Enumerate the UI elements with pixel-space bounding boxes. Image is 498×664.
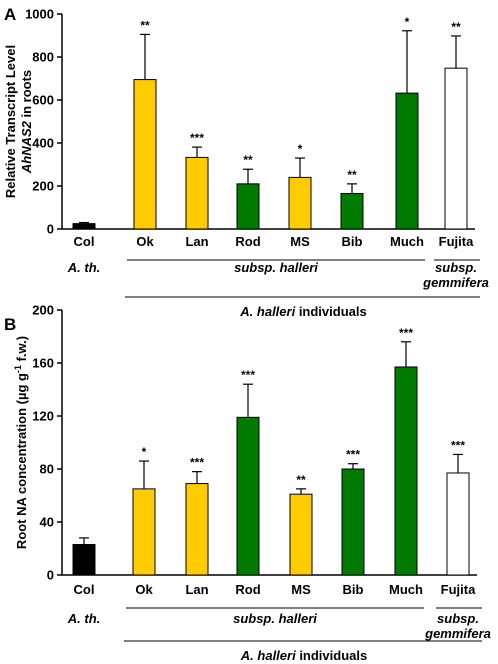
significance-mark: *** <box>190 131 204 145</box>
category-label: Fujita <box>439 234 474 249</box>
bar-bib <box>341 468 365 576</box>
category-label: Lan <box>185 234 208 249</box>
individuals-species: A. halleri <box>240 648 296 663</box>
significance-mark: *** <box>241 368 255 382</box>
bar-ms <box>289 493 313 576</box>
y-tick-label: 160 <box>32 356 54 371</box>
group-label-gemmifera-1: subsp. <box>435 260 477 275</box>
bar-ms <box>288 176 312 230</box>
category-label: Ok <box>135 582 153 597</box>
significance-mark: * <box>405 15 410 29</box>
bar-fujita <box>444 67 468 230</box>
bar-lan <box>185 483 209 576</box>
y-tick-label: 120 <box>32 409 54 424</box>
bar-col <box>72 544 96 576</box>
bar-much <box>394 366 418 576</box>
significance-mark: *** <box>451 438 465 452</box>
category-label: Lan <box>185 582 208 597</box>
significance-mark: *** <box>399 326 413 340</box>
category-label: Col <box>74 234 95 249</box>
individuals-species: A. halleri <box>239 304 295 319</box>
category-label: Bib <box>342 234 363 249</box>
group-label-ath: A. th. <box>67 611 101 626</box>
y-tick-label: 0 <box>47 222 54 237</box>
y-tick-label: 1000 <box>25 7 54 22</box>
category-label: Much <box>390 234 424 249</box>
significance-mark: *** <box>346 448 360 462</box>
y-axis-gene-name: AhNAS2 <box>19 120 34 174</box>
bar-rod <box>236 416 260 576</box>
y-axis-label-superscript: -1 <box>13 365 23 373</box>
significance-mark: * <box>142 445 147 459</box>
individuals-suffix: individuals <box>295 304 367 319</box>
bar-col <box>72 223 96 230</box>
y-axis-label: Root NA concentration (µg g-1 f.w.) <box>13 336 29 549</box>
category-label: Much <box>389 582 423 597</box>
y-tick-label: 80 <box>40 462 54 477</box>
significance-mark: *** <box>190 456 204 470</box>
group-label-gemmifera-2: gemmifera <box>424 626 491 641</box>
y-axis-label-end: f.w.) <box>14 336 29 365</box>
group-label-gemmifera-1: subsp. <box>437 611 479 626</box>
y-tick-label: 600 <box>32 93 54 108</box>
significance-mark: * <box>298 142 303 156</box>
bar-rod <box>236 183 260 230</box>
y-axis-label: Relative Transcript Level <box>3 45 18 198</box>
category-label: Bib <box>343 582 364 597</box>
panel-label: A <box>4 5 16 24</box>
bar-ok <box>132 488 156 576</box>
significance-mark: ** <box>347 168 357 182</box>
significance-mark: ** <box>243 153 253 167</box>
bar-much <box>395 92 419 230</box>
significance-mark: ** <box>296 473 306 487</box>
y-axis-label-main: Root NA concentration (µg g <box>14 373 29 549</box>
significance-mark: ** <box>451 20 461 34</box>
group-label-halleri: subsp. halleri <box>234 260 318 275</box>
panel-b: B 0 40 80 120 160 200 Root NA concentration (µg… <box>4 303 491 664</box>
y-axis-label-line2: AhNAS2 in roots <box>19 70 34 174</box>
bar-lan <box>185 156 209 230</box>
y-tick-label: 400 <box>32 136 54 151</box>
y-tick-label: 200 <box>32 303 54 318</box>
category-label: Rod <box>235 234 260 249</box>
group-label-gemmifera-2: gemmifera <box>422 275 489 290</box>
bar-ok <box>133 79 157 230</box>
individuals-label: A. halleri individuals <box>240 648 367 663</box>
y-tick-label: 800 <box>32 50 54 65</box>
group-label-halleri: subsp. halleri <box>233 611 317 626</box>
category-label: MS <box>291 582 311 597</box>
bar-bib <box>340 193 364 230</box>
individuals-suffix: individuals <box>296 648 368 663</box>
y-tick-label: 200 <box>32 179 54 194</box>
significance-mark: ** <box>140 18 150 32</box>
individuals-label: A. halleri individuals <box>239 304 366 319</box>
y-tick-label: 0 <box>47 568 54 583</box>
category-label: Rod <box>235 582 260 597</box>
panel-a: A 0 200 400 600 800 1000 Relative Transcript Le… <box>3 5 489 319</box>
category-label: Col <box>74 582 95 597</box>
panel-label: B <box>4 315 16 334</box>
category-label: Ok <box>136 234 154 249</box>
category-label: MS <box>290 234 310 249</box>
group-label-ath: A. th. <box>67 260 101 275</box>
category-label: Fujita <box>441 582 476 597</box>
bar-fujita <box>446 472 470 576</box>
y-axis-label-suffix: in roots <box>19 70 34 121</box>
y-tick-label: 40 <box>40 515 54 530</box>
